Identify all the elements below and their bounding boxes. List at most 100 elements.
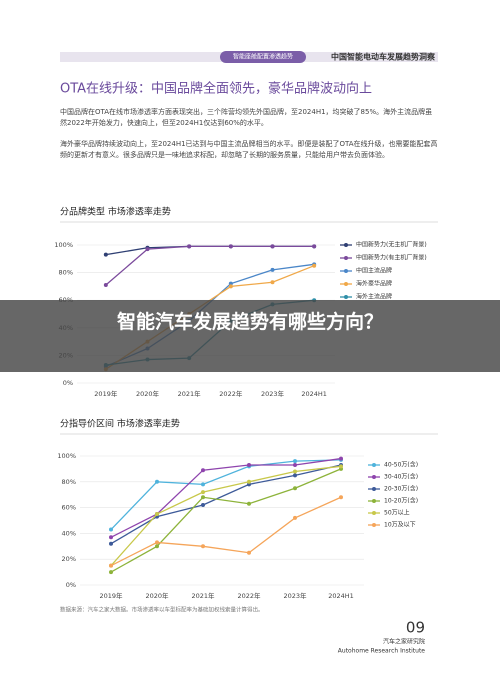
legend-label: 海外豪华品牌 [356, 280, 392, 288]
point [339, 495, 343, 500]
chart-title: 分品牌类型 市场渗透率走势 [60, 206, 171, 218]
page-number: 09 [406, 619, 425, 637]
point [109, 570, 113, 575]
x-tick-label: 2023年 [283, 591, 307, 600]
series-line [110, 468, 342, 573]
series-line [110, 459, 342, 530]
series-line [110, 464, 342, 545]
legend-label: 中国新势力(无主机厂背景) [356, 241, 427, 249]
point [201, 495, 205, 500]
y-tick-label: 60% [62, 504, 76, 512]
point [145, 247, 150, 252]
series-line [110, 496, 342, 567]
legend-label: 20-30万(含) [384, 485, 418, 493]
x-tick-label: 2019年 [99, 591, 123, 600]
series-line [105, 245, 315, 286]
x-tick-label: 2020年 [145, 591, 169, 600]
source: 数据来源：汽车之家大数据。市场渗透率以车型标配率为基础加权线索量计算得出。 [60, 606, 264, 614]
header-tag: 智能座舱配置渗透趋势 [233, 53, 293, 61]
y-tick-label: 20% [62, 555, 76, 563]
header-title: 中国智能电动车发展趋势洞察 [331, 52, 436, 62]
point [228, 244, 233, 249]
x-tick-label: 2022年 [219, 389, 243, 398]
legend-label: 50万以上 [384, 509, 410, 517]
legend-label: 中国主流品牌 [356, 267, 392, 275]
point [103, 283, 108, 288]
legend-dot [344, 256, 348, 260]
y-tick-label: 0% [63, 379, 73, 387]
point [155, 540, 159, 545]
point [270, 280, 275, 285]
legend-label: 40-50万(含) [384, 461, 418, 469]
x-tick-label: 2022年 [237, 591, 261, 600]
point [109, 563, 113, 568]
legend-label: 10万及以下 [384, 522, 416, 529]
y-tick-label: 0% [66, 581, 76, 589]
y-tick-label: 80% [62, 478, 76, 486]
point [293, 463, 297, 468]
series-line [105, 245, 315, 256]
x-tick-label: 2019年 [94, 389, 118, 398]
series-line [110, 465, 342, 567]
point [312, 263, 317, 268]
legend-label: 海外主流品牌 [356, 293, 392, 301]
y-tick-label: 80% [59, 269, 73, 277]
point [109, 527, 113, 532]
point [201, 544, 205, 549]
point [187, 244, 192, 249]
legend-dot [372, 499, 376, 503]
legend-dot [372, 487, 376, 491]
point [228, 281, 233, 286]
point [247, 501, 251, 506]
point [247, 463, 251, 468]
point [270, 267, 275, 272]
legend-label: 中国新势力(有主机厂背景) [356, 254, 427, 262]
y-tick-label: 100% [57, 452, 76, 460]
point [155, 479, 159, 484]
legend-dot [344, 269, 348, 273]
x-tick-label: 2021年 [191, 591, 215, 600]
x-tick-label: 2024H1 [328, 592, 354, 600]
point [339, 456, 343, 461]
heading: OTA在线升级：中国品牌全面领先，豪华品牌波动向上 [60, 81, 372, 97]
point [293, 459, 297, 464]
legend-dot [372, 475, 376, 479]
point [201, 468, 205, 473]
y-tick-label: 100% [54, 241, 73, 249]
legend-label: 10-20万(含) [384, 497, 418, 505]
point [155, 544, 159, 549]
legend-label: 30-40万(含) [384, 473, 418, 481]
legend-dot [372, 523, 376, 527]
point [293, 486, 297, 491]
paragraph: 海外豪华品牌持续波动向上，至2024H1已达到与中国主流品牌相当的水平。即便是装… [60, 140, 438, 159]
overlay-text: 智能汽车发展趋势有哪些方向？ [116, 311, 383, 333]
point [109, 535, 113, 540]
x-tick-label: 2023年 [261, 389, 285, 398]
x-tick-label: 2020年 [136, 389, 160, 398]
point [293, 469, 297, 474]
legend-dot [344, 282, 348, 286]
point [293, 515, 297, 520]
point [109, 541, 113, 546]
org: 汽车之家研究院 [383, 638, 425, 646]
legend-dot [372, 463, 376, 467]
chart-title: 分指导价区间 市场渗透率走势 [60, 418, 180, 430]
paragraph: 中国品牌在OTA在线市场渗透率方面表现突出，三个阵营均领先外国品牌，至2024H… [60, 108, 433, 127]
overlay-banner [0, 300, 500, 372]
point [201, 490, 205, 495]
legend-dot [344, 295, 348, 299]
legend-dot [344, 243, 348, 247]
series-line [110, 457, 342, 538]
point [201, 482, 205, 487]
point [201, 503, 205, 508]
legend-dot [372, 511, 376, 515]
x-tick-label: 2024H1 [301, 390, 327, 398]
x-tick-label: 2021年 [178, 389, 202, 398]
point [270, 244, 275, 249]
point [228, 284, 233, 289]
y-tick-label: 40% [62, 529, 76, 537]
point [339, 464, 343, 469]
point [293, 473, 297, 478]
point [247, 479, 251, 484]
